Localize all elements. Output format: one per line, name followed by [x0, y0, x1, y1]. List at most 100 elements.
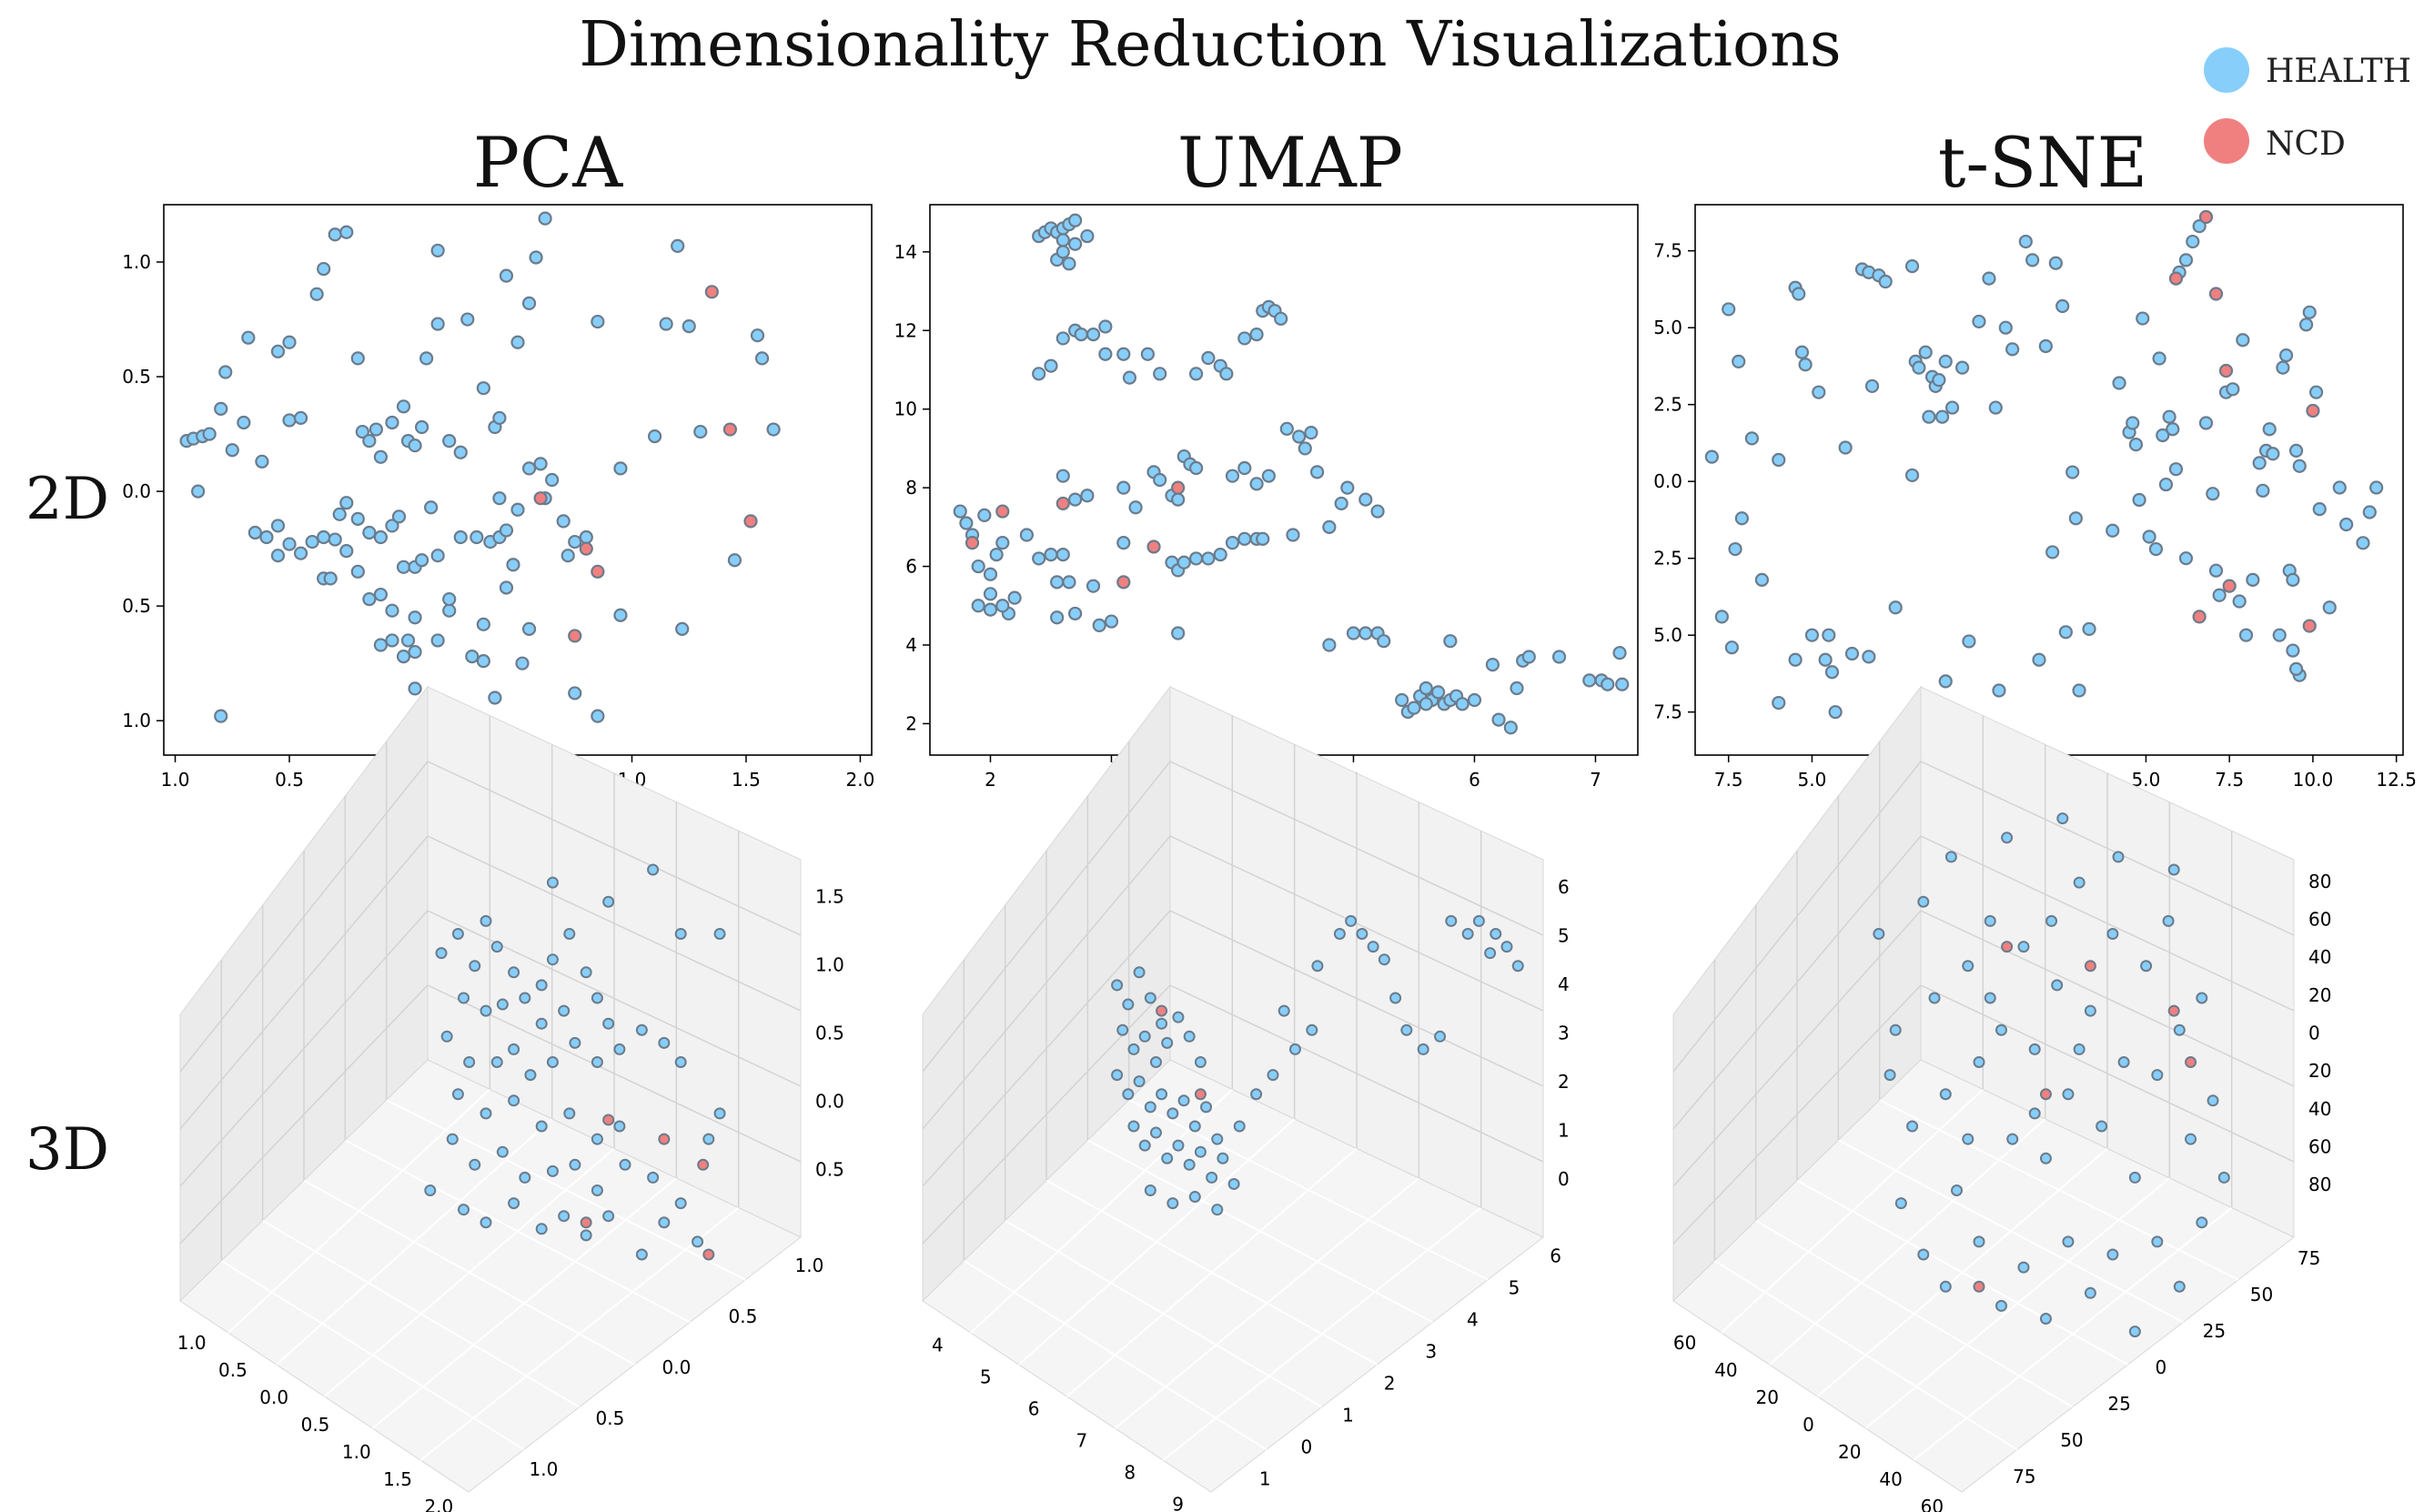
- z-tick-label: 20: [2308, 1060, 2331, 1082]
- legend-marker-health: [2204, 47, 2249, 93]
- health-point: [2232, 594, 2247, 609]
- health-point: [2065, 465, 2080, 479]
- health-point: [2272, 628, 2287, 642]
- z-tick-label: 60: [2308, 909, 2331, 931]
- health-point: [1490, 928, 1502, 940]
- health-point: [1612, 646, 1627, 660]
- health-point: [2168, 462, 2184, 477]
- ncd-point: [1973, 1280, 1985, 1293]
- health-point: [1888, 600, 1903, 615]
- ncd-point: [568, 629, 582, 643]
- health-point: [569, 1158, 581, 1171]
- health-point: [1032, 367, 1046, 381]
- health-point: [1334, 496, 1348, 511]
- health-point: [1233, 1120, 1246, 1133]
- health-point: [508, 1197, 520, 1210]
- z-tick-label: 20: [2308, 984, 2331, 1006]
- health-point: [556, 514, 571, 529]
- health-point: [214, 709, 228, 723]
- health-point: [1298, 441, 1312, 456]
- health-point: [1188, 551, 1204, 566]
- legend-marker-ncd: [2204, 118, 2249, 164]
- health-point: [2162, 914, 2175, 927]
- health-point: [1149, 1056, 1162, 1068]
- health-point: [1732, 354, 1746, 368]
- health-point: [1206, 1171, 1218, 1184]
- plot-frame: [1694, 204, 2404, 756]
- z-tick-label: 3: [1558, 1023, 1570, 1044]
- health-point: [1356, 928, 1368, 940]
- health-point: [647, 429, 662, 444]
- health-point: [480, 1004, 492, 1017]
- health-point: [323, 571, 338, 586]
- health-point: [2302, 305, 2317, 319]
- health-point: [2217, 1171, 2230, 1184]
- y-tick-label: 0.5: [596, 1407, 625, 1429]
- ncd-point: [965, 536, 980, 550]
- plot-frame: [929, 204, 1639, 756]
- health-point: [1138, 1139, 1151, 1152]
- health-point: [659, 317, 673, 331]
- health-point: [515, 656, 530, 670]
- y-tick-label: 0.5: [729, 1305, 758, 1327]
- health-point: [579, 529, 593, 545]
- health-point: [591, 1133, 603, 1145]
- y-tick-label: 4: [1467, 1309, 1479, 1331]
- health-point: [1311, 960, 1324, 973]
- health-point: [1286, 528, 1300, 542]
- health-point: [692, 1235, 704, 1248]
- health-point: [613, 608, 628, 622]
- ncd-point: [2001, 941, 2014, 953]
- health-point: [693, 424, 708, 439]
- health-point: [430, 317, 445, 331]
- health-point: [2256, 483, 2270, 498]
- y-tick-label: 5: [1509, 1277, 1520, 1299]
- health-point: [332, 507, 347, 521]
- health-point: [1161, 1036, 1174, 1049]
- health-point: [2117, 1056, 2130, 1068]
- health-point: [2017, 941, 2030, 953]
- health-point: [1922, 409, 1936, 424]
- health-point: [1754, 572, 1769, 587]
- health-point: [460, 312, 475, 327]
- health-point: [1288, 1043, 1301, 1055]
- legend-label-ncd: NCD: [2266, 126, 2346, 163]
- health-point: [1510, 680, 1524, 696]
- ncd-point: [1146, 539, 1161, 554]
- health-point: [1306, 1023, 1318, 1036]
- health-point: [2084, 1286, 2096, 1299]
- health-point: [1884, 1069, 1896, 1082]
- health-point: [2286, 643, 2300, 658]
- health-point: [2196, 1216, 2208, 1229]
- health-point: [1485, 658, 1500, 672]
- health-point: [1237, 460, 1252, 476]
- health-point: [1917, 895, 1930, 908]
- health-point: [1138, 1030, 1151, 1043]
- x-tick-label: 8: [1124, 1462, 1136, 1484]
- health-point: [1225, 469, 1240, 483]
- health-point: [1188, 460, 1204, 476]
- health-point: [1445, 914, 1458, 927]
- ncd-point: [2306, 403, 2320, 418]
- health-point: [2017, 1261, 2030, 1274]
- health-point: [1906, 1120, 1919, 1133]
- grid-line: [922, 910, 1171, 1187]
- y-tick-label: 12: [894, 319, 917, 341]
- health-point: [1938, 674, 1953, 689]
- health-point: [671, 238, 685, 253]
- health-point: [2051, 979, 2064, 992]
- ncd-point: [697, 1158, 710, 1171]
- health-point: [2288, 443, 2304, 458]
- health-point: [1188, 367, 1204, 381]
- health-point: [1838, 440, 1853, 455]
- health-point: [282, 335, 297, 349]
- health-point: [2266, 447, 2280, 461]
- health-point: [1728, 541, 1742, 557]
- health-point: [971, 599, 985, 613]
- y-tick-label: 10: [894, 398, 917, 420]
- health-point: [492, 491, 507, 506]
- health-point: [1430, 685, 1446, 700]
- health-point: [1918, 345, 1933, 359]
- y-tick-label: 1.0: [795, 1255, 824, 1276]
